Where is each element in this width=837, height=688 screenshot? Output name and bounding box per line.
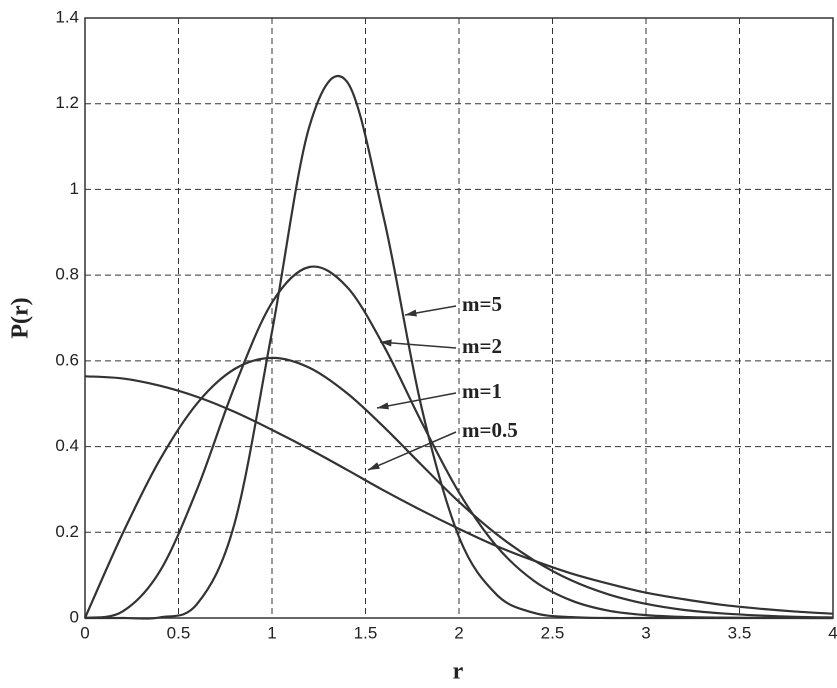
- arrow-head: [380, 339, 392, 347]
- x-tick-label: 3: [641, 623, 650, 642]
- y-tick-label: 0.2: [55, 522, 79, 541]
- arrow-head: [377, 402, 389, 410]
- x-axis-label: r: [453, 659, 464, 685]
- series-line: [84, 265, 834, 620]
- x-tick-label: 1: [267, 623, 276, 642]
- y-axis-label: P(r): [8, 297, 34, 338]
- x-tick-label: 0: [80, 623, 89, 642]
- series-label: m=1: [462, 379, 502, 403]
- annotation-arrow: [376, 392, 457, 409]
- y-tick-label: 1.4: [55, 7, 79, 26]
- y-tick-label: 1.2: [55, 93, 79, 112]
- y-tick-label: 0: [70, 607, 79, 626]
- series-label: m=5: [462, 292, 502, 316]
- series-label: m=2: [462, 334, 502, 358]
- y-tick-label: 0.8: [55, 265, 79, 284]
- arrow-head: [405, 309, 417, 317]
- annotation-arrow: [379, 341, 457, 349]
- x-tick-label: 2: [454, 623, 463, 642]
- x-tick-label: 3.5: [728, 623, 752, 642]
- annotation-arrow: [367, 431, 457, 471]
- arrow-head: [368, 462, 380, 470]
- y-tick-label: 0.4: [55, 436, 79, 455]
- x-tick-label: 0.5: [167, 623, 191, 642]
- series-label: m=0.5: [462, 418, 518, 442]
- x-tick-label: 2.5: [541, 623, 565, 642]
- x-tick-label: 1.5: [354, 623, 378, 642]
- y-tick-label: 0.6: [55, 350, 79, 369]
- series-line: [84, 375, 834, 615]
- series-line: [83, 356, 834, 619]
- y-tick-label: 1: [70, 179, 79, 198]
- series-line: [84, 75, 833, 620]
- x-tick-label: 4: [828, 623, 837, 642]
